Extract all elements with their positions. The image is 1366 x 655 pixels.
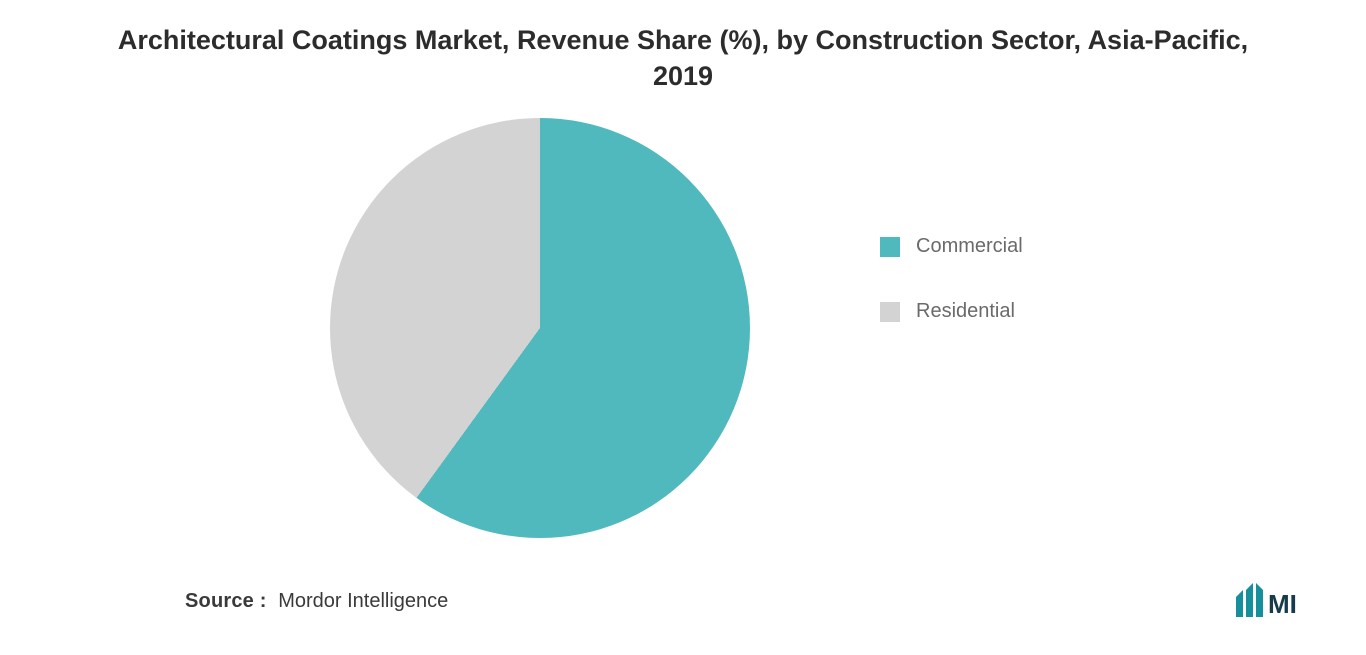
legend-swatch-residential [880,302,900,322]
source-text: Mordor Intelligence [278,590,448,612]
legend-label-commercial: Commercial [916,235,1023,258]
chart-title: Architectural Coatings Market, Revenue S… [0,22,1366,95]
chart-stage: Architectural Coatings Market, Revenue S… [0,0,1366,655]
legend: Commercial Residential [880,235,1023,365]
brand-logo: MI [1234,579,1296,619]
pie-graphic [330,118,750,538]
logo-text: MI [1268,589,1296,619]
logo-bars-icon [1236,583,1263,617]
legend-swatch-commercial [880,237,900,257]
pie-chart [330,118,750,538]
brand-logo-svg: MI [1234,579,1296,619]
legend-label-residential: Residential [916,300,1015,323]
legend-item-residential: Residential [880,300,1023,323]
source-label: Source : [185,590,267,612]
source-line: Source : Mordor Intelligence [185,590,448,613]
legend-item-commercial: Commercial [880,235,1023,258]
